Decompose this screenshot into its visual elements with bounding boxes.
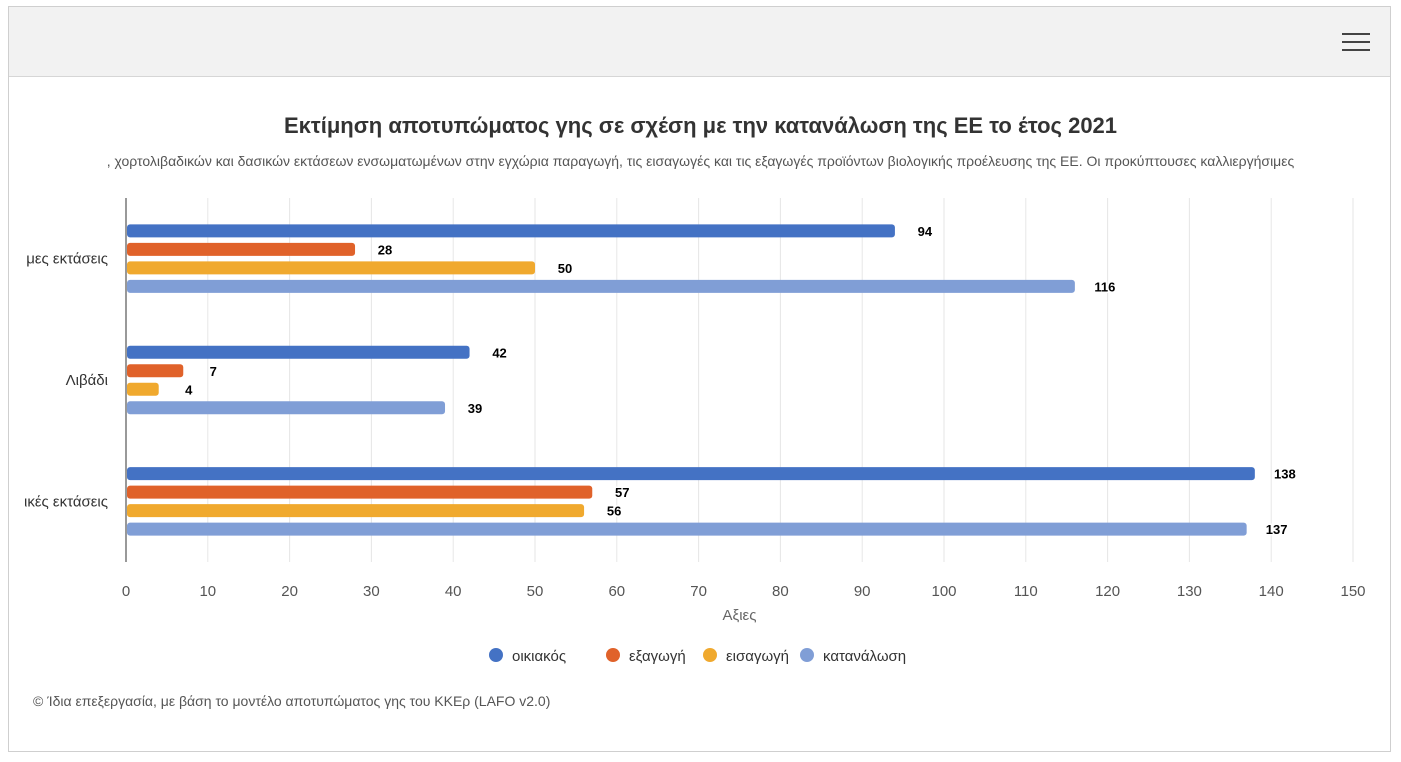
category-label: μες εκτάσεις (26, 251, 108, 268)
legend-marker (489, 648, 503, 662)
x-tick-label: 40 (445, 583, 462, 600)
bar (127, 467, 1255, 481)
data-label: 94 (918, 224, 933, 239)
bar (127, 364, 184, 378)
chart-card: Εκτίμηση αποτυπώματος γης σε σχέση με τη… (8, 6, 1391, 752)
bar (127, 382, 159, 396)
x-tick-label: 100 (931, 583, 956, 600)
bar (127, 224, 895, 238)
bar (127, 261, 535, 275)
legend-marker (800, 648, 814, 662)
data-label: 138 (1274, 467, 1296, 482)
bar (127, 279, 1075, 293)
x-tick-label: 140 (1259, 583, 1284, 600)
x-tick-label: 50 (527, 583, 544, 600)
legend-label: εισαγωγή (726, 648, 789, 665)
x-tick-label: 0 (122, 583, 130, 600)
x-axis-title: Αξιες (723, 607, 757, 624)
bar (127, 345, 470, 359)
legend-label: εξαγωγή (629, 648, 686, 665)
legend-marker (703, 648, 717, 662)
category-label: Λιβάδι (66, 372, 108, 389)
category-label: ικές εκτάσεις (24, 493, 108, 510)
x-tick-label: 70 (690, 583, 707, 600)
chart-credit: © Ίδια επεξεργασία, με βάση το μοντέλο α… (33, 693, 551, 709)
data-label: 42 (492, 345, 506, 360)
data-label: 4 (185, 382, 193, 397)
bar (127, 242, 356, 256)
x-tick-label: 80 (772, 583, 789, 600)
data-label: 56 (607, 504, 621, 519)
x-tick-label: 20 (281, 583, 298, 600)
data-label: 57 (615, 485, 629, 500)
x-tick-label: 150 (1340, 583, 1365, 600)
legend-label: οικιακός (512, 648, 566, 665)
top-bar (9, 7, 1390, 77)
bar (127, 485, 593, 499)
x-tick-label: 120 (1095, 583, 1120, 600)
x-tick-label: 110 (1014, 583, 1038, 600)
chart-title: Εκτίμηση αποτυπώματος γης σε σχέση με τη… (283, 113, 1118, 138)
data-label: 116 (1094, 279, 1115, 294)
hamburger-menu-icon[interactable] (1342, 31, 1370, 53)
legend-label: κατανάλωση (823, 648, 906, 665)
legend-marker (606, 648, 620, 662)
data-label: 137 (1266, 522, 1288, 537)
x-tick-label: 90 (854, 583, 871, 600)
bar (127, 522, 1247, 536)
x-tick-label: 130 (1177, 583, 1202, 600)
data-label: 39 (468, 401, 482, 416)
x-tick-label: 10 (199, 583, 216, 600)
x-tick-label: 60 (608, 583, 625, 600)
x-tick-label: 30 (363, 583, 380, 600)
bar (127, 401, 446, 415)
bar (127, 504, 585, 518)
data-label: 50 (558, 261, 572, 276)
chart-subtitle: , χορτολιβαδικών και δασικών εκτάσεων εν… (106, 153, 1295, 169)
data-label: 7 (210, 364, 217, 379)
data-label: 28 (378, 242, 392, 257)
